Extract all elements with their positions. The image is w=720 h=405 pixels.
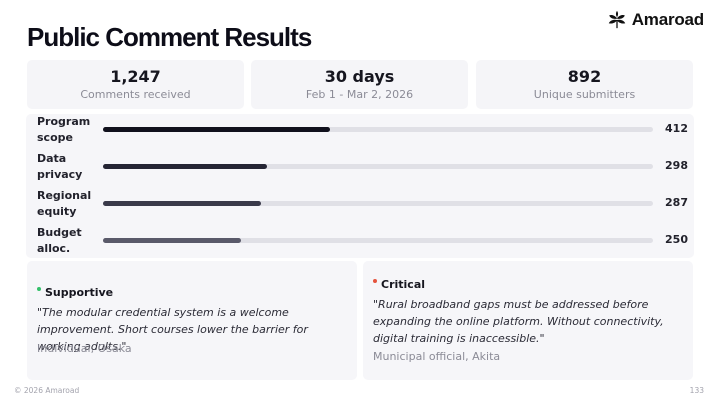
page-title: Public Comment Results <box>27 22 312 52</box>
bar-value: 298 <box>665 159 688 172</box>
bar-fill <box>103 238 241 243</box>
status-dot <box>373 278 377 283</box>
bar-fill <box>103 164 267 169</box>
stat-card-duration: 30 days Feb 1 - Mar 2, 2026 <box>251 60 468 109</box>
quote-card-critical: Critical "Rural broadband gaps must be a… <box>363 261 693 380</box>
quote-text: "Rural broadband gaps must be addressed … <box>373 298 664 345</box>
quote-tag: Supportive <box>45 286 114 299</box>
bar-track <box>103 164 653 169</box>
stat-value: 892 <box>567 67 602 86</box>
page-number: 133 <box>689 386 704 395</box>
bar-row-regional-equity: Regional equity 287 <box>26 188 694 224</box>
quote-tag: Critical <box>381 278 426 291</box>
quote-source: Individual, Osaka <box>37 342 132 355</box>
bar-label: Program scope <box>37 115 91 144</box>
copyright: © 2026 Amaroad <box>14 386 80 395</box>
bar-label: Data privacy <box>37 152 83 181</box>
leaf-logo-icon <box>608 10 625 29</box>
bar-value: 287 <box>665 196 688 209</box>
stat-card-comments: 1,247 Comments received <box>27 60 244 109</box>
stat-card-submitters: 892 Unique submitters <box>476 60 693 109</box>
topic-bars-panel: Program scope 412 Data privacy 298 Regio… <box>26 114 694 258</box>
status-dot <box>37 286 41 291</box>
quote-text: "The modular credential system is a welc… <box>37 306 308 353</box>
bar-fill <box>103 201 261 206</box>
bar-fill <box>103 127 330 132</box>
bar-label: Budget alloc. <box>37 226 82 255</box>
bar-row-budget-alloc: Budget alloc. 250 <box>26 225 694 261</box>
stat-value: 30 days <box>324 67 395 86</box>
brand-logo: Amaroad <box>606 9 704 31</box>
stat-label: Unique submitters <box>533 88 636 101</box>
bar-row-data-privacy: Data privacy 298 <box>26 151 694 187</box>
bar-value: 250 <box>665 233 688 246</box>
bar-row-program-scope: Program scope 412 <box>26 114 694 150</box>
stat-value: 1,247 <box>110 67 161 86</box>
stat-label: Comments received <box>80 88 191 101</box>
quote-card-supportive: Supportive "The modular credential syste… <box>27 261 357 380</box>
quote-header: Critical <box>373 278 425 291</box>
quote-source: Municipal official, Akita <box>373 350 501 363</box>
stat-label: Feb 1 - Mar 2, 2026 <box>305 88 414 101</box>
brand-name: Amaroad <box>631 10 704 29</box>
bar-track <box>103 127 653 132</box>
bar-track <box>103 238 653 243</box>
bar-track <box>103 201 653 206</box>
quote-header: Supportive <box>37 286 113 299</box>
bar-value: 412 <box>665 122 688 135</box>
bar-label: Regional equity <box>37 189 92 218</box>
